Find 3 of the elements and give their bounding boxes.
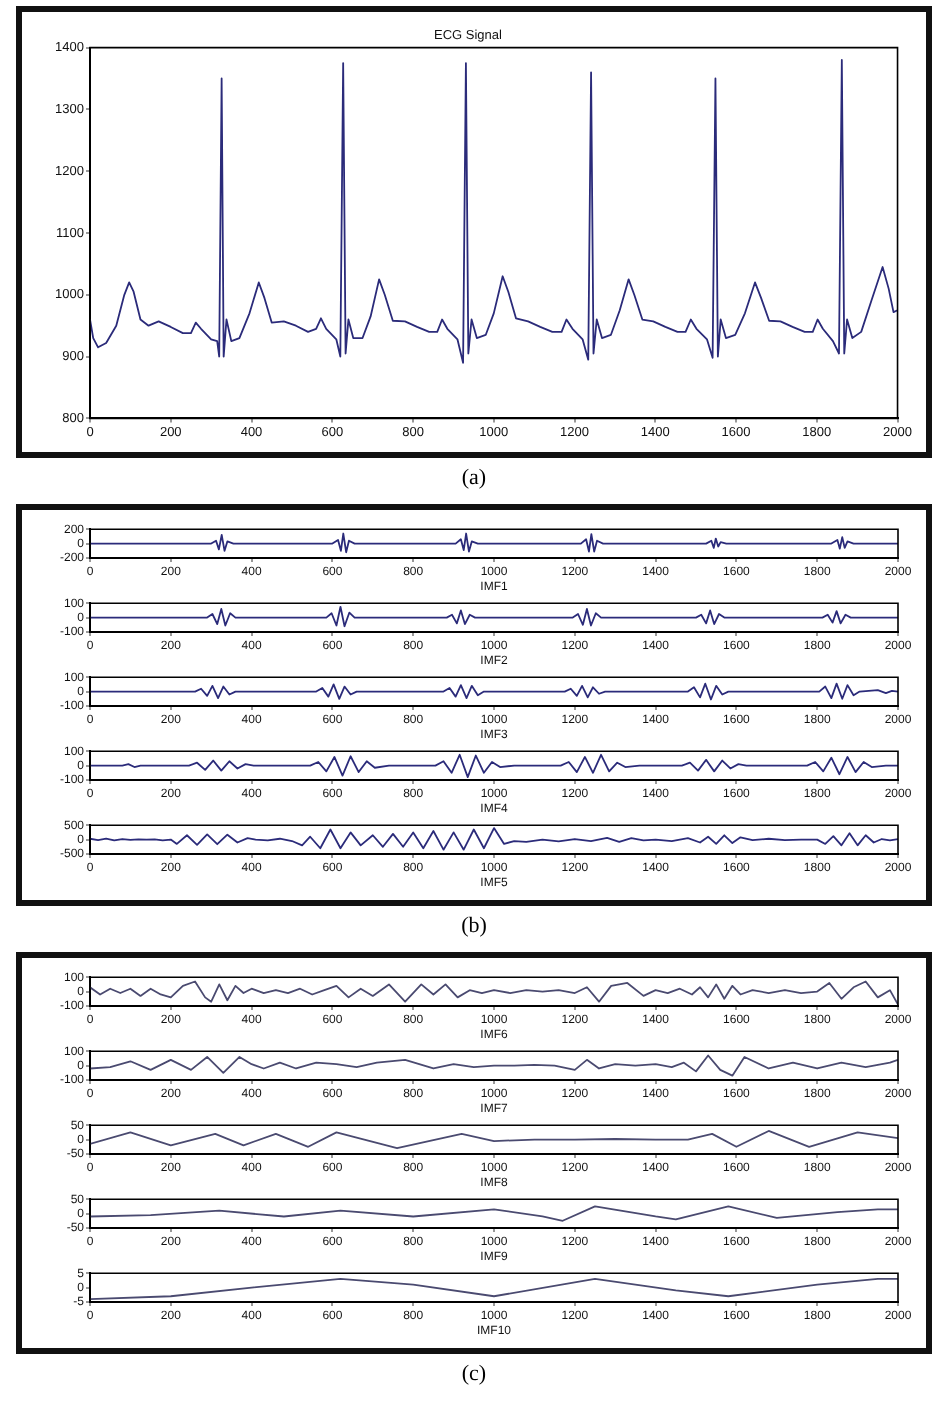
text: (a) [459, 464, 489, 492]
text: (c) [459, 1360, 489, 1388]
text: (b) [459, 912, 489, 940]
